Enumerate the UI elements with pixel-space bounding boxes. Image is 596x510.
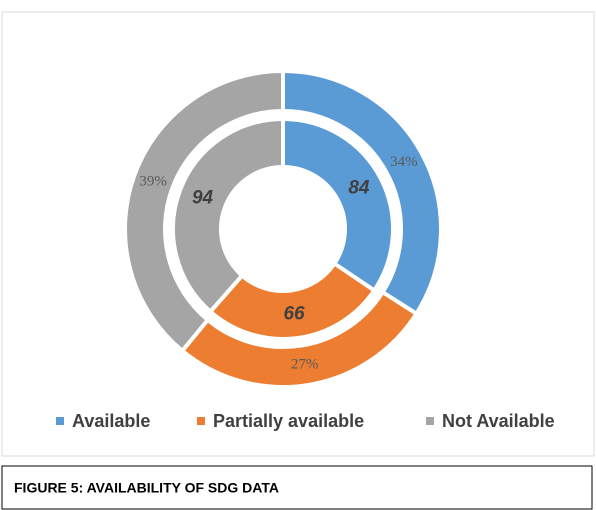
- legend-label: Not Available: [442, 411, 555, 431]
- data-label: 94: [192, 188, 214, 209]
- legend-swatch: [56, 417, 64, 425]
- slice: [171, 116, 285, 315]
- caption-box: [1, 465, 593, 510]
- data-label: 39%: [139, 174, 167, 190]
- slice: [123, 68, 285, 354]
- slice: [281, 68, 443, 317]
- legend-label: Available: [72, 411, 150, 431]
- slice: [281, 116, 395, 294]
- data-label: 27%: [291, 357, 319, 373]
- legend-swatch: [426, 417, 434, 425]
- data-label: 66: [283, 303, 305, 324]
- legend-swatch: [197, 417, 205, 425]
- data-label: 84: [348, 178, 370, 199]
- slice: [207, 260, 378, 341]
- data-label: 34%: [390, 154, 418, 170]
- caption: FIGURE 5: AVAILABILITY OF SDG DATA: [14, 480, 279, 496]
- legend-label: Partially available: [213, 411, 364, 431]
